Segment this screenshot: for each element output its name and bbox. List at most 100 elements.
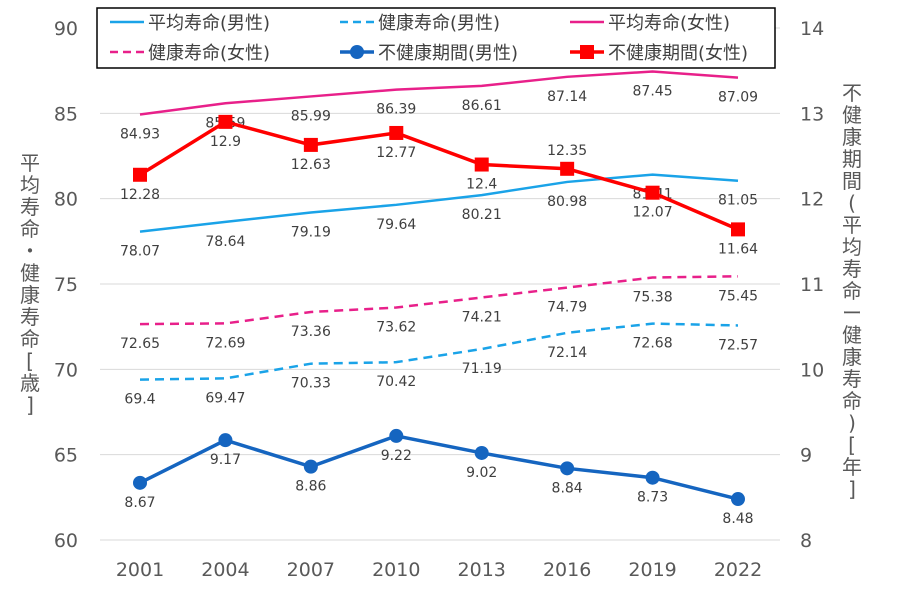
legend-circle-marker: [350, 45, 364, 59]
data-label: 72.65: [120, 336, 160, 352]
data-point-circle: [389, 428, 404, 443]
left-tick-label: 70: [54, 359, 78, 381]
data-label: 79.64: [376, 217, 416, 233]
data-point-square: [645, 185, 660, 200]
axis-title-char: 康: [842, 345, 862, 369]
legend-item: 平均寿命(女性): [570, 13, 730, 34]
data-label: 9.22: [381, 448, 412, 464]
x-tick-label: 2013: [458, 559, 506, 581]
x-tick-label: 2007: [287, 559, 335, 581]
data-point-square: [133, 167, 147, 182]
x-tick-label: 2019: [628, 559, 676, 581]
axis-title-char: 健: [842, 103, 862, 127]
right-tick-label: 9: [800, 445, 812, 467]
axis-title-char: [: [26, 349, 34, 373]
data-label: 12.77: [376, 145, 416, 161]
left-tick-label: 65: [54, 445, 78, 467]
data-label: 8.73: [637, 490, 668, 506]
axis-title-char: 均: [20, 173, 40, 197]
left-tick-label: 60: [54, 530, 78, 552]
data-label: 8.48: [722, 511, 753, 527]
legend-label: 不健康期間(男性): [378, 43, 518, 64]
data-label: 9.17: [210, 452, 241, 468]
legend-item: 平均寿命(男性): [110, 13, 270, 34]
data-label: 78.07: [120, 244, 160, 260]
data-label: 11.64: [718, 241, 758, 257]
right-tick-label: 11: [800, 274, 824, 296]
axis-title-char: 寿: [842, 367, 862, 391]
left-tick-label: 90: [54, 18, 78, 40]
data-point-square: [474, 157, 489, 172]
data-label: 75.45: [718, 288, 758, 304]
data-label: 87.14: [547, 89, 587, 105]
legend-label: 平均寿命(女性): [608, 13, 730, 34]
axis-title-char: 期: [842, 147, 862, 171]
data-label: 75.38: [633, 290, 673, 306]
data-label: 8.86: [295, 479, 326, 495]
data-label: 12.63: [291, 157, 331, 173]
x-tick-label: 2016: [543, 559, 591, 581]
axis-title-char: 平: [20, 151, 40, 175]
data-point-circle: [731, 492, 745, 507]
legend-item: 不健康期間(女性): [570, 43, 748, 64]
left-tick-label: 85: [54, 103, 78, 125]
series-line: [139, 322, 739, 381]
axis-title-char: 命: [842, 389, 862, 413]
axis-title-char: 康: [20, 283, 40, 307]
data-label: 72.68: [633, 336, 673, 352]
data-label: 70.33: [291, 376, 331, 392]
data-label: 70.42: [376, 374, 416, 390]
right-tick-label: 14: [800, 18, 824, 40]
data-point-square: [731, 222, 745, 237]
axis-title-char: [: [848, 433, 856, 457]
axis-title-char: 寿: [20, 305, 40, 329]
axis-title-char: 命: [20, 217, 40, 241]
data-label: 71.19: [462, 361, 502, 377]
axis-title-char: 年: [842, 455, 862, 479]
axis-title-char: 不: [842, 81, 862, 105]
axis-title-char: 健: [842, 323, 862, 347]
data-label: 86.39: [376, 102, 416, 118]
right-tick-label: 13: [800, 103, 824, 125]
axis-title-char: 歳: [20, 371, 40, 395]
right-tick-label: 10: [800, 359, 824, 381]
data-label: 12.9: [210, 134, 241, 150]
axis-title-char: 健: [20, 261, 40, 285]
data-label: 79.19: [291, 224, 331, 240]
axis-title-char: 間: [842, 169, 862, 193]
data-label: 72.69: [205, 335, 245, 351]
x-tick-label: 2001: [116, 559, 164, 581]
legend-label: 平均寿命(男性): [148, 13, 270, 34]
data-label: 73.62: [376, 320, 416, 336]
data-point-circle: [218, 433, 233, 448]
series-line: [139, 119, 739, 231]
data-label: 8.67: [124, 495, 155, 511]
axis-title-char: ー: [842, 301, 862, 325]
data-label: 12.28: [120, 187, 160, 203]
series-line: [139, 173, 739, 233]
data-label: 84.93: [120, 127, 160, 143]
axis-title-char: 康: [842, 125, 862, 149]
legend-item: 健康寿命(男性): [340, 13, 500, 34]
axis-title-char: 平: [842, 213, 862, 237]
data-label: 12.4: [466, 177, 497, 193]
axis-title-char: 均: [842, 235, 862, 259]
data-point-circle: [303, 459, 318, 474]
right-tick-label: 12: [800, 189, 824, 211]
series-line: [139, 275, 739, 326]
data-point-square: [303, 137, 318, 152]
axis-title-char: ・: [20, 239, 40, 263]
legend-box: [96, 7, 776, 69]
data-point-circle: [560, 461, 575, 476]
x-tick-label: 2004: [201, 559, 249, 581]
data-label: 12.35: [547, 143, 587, 159]
axis-title-char: 寿: [20, 195, 40, 219]
data-point-circle: [645, 470, 660, 485]
axis-title-char: ]: [848, 477, 856, 501]
data-point-square: [389, 125, 404, 140]
legend-item: 健康寿命(女性): [110, 43, 270, 64]
axis-title-char: (: [848, 191, 856, 215]
data-label: 78.64: [205, 234, 245, 250]
